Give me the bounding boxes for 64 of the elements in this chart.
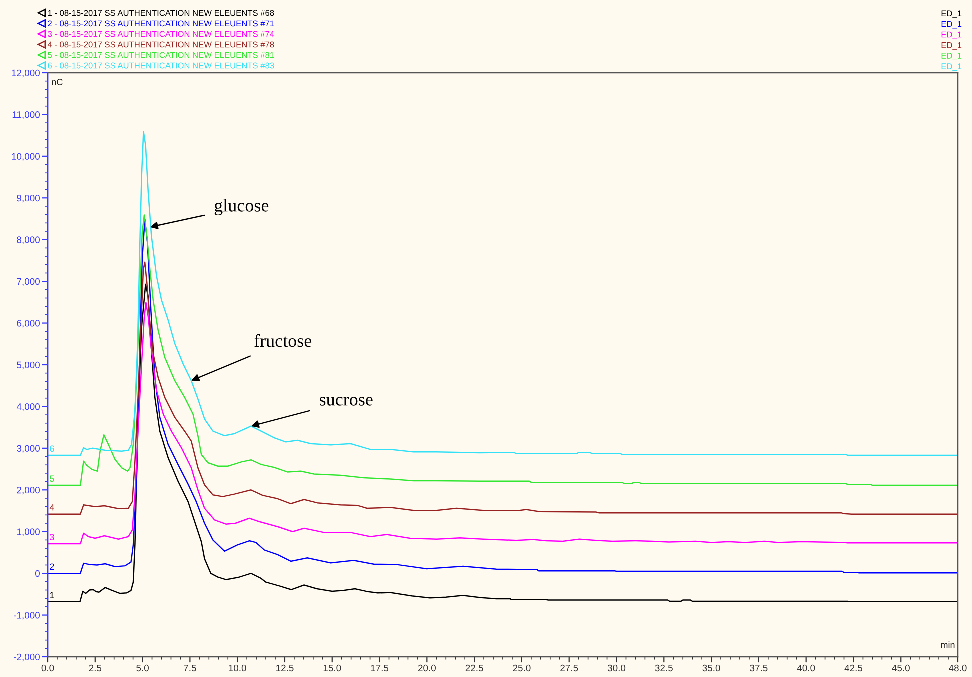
annotation: 6 <box>50 446 54 452</box>
text: ED_1 <box>942 42 962 50</box>
y-tick-label: 8,000 <box>17 236 40 244</box>
annotation: 4 <box>50 504 54 511</box>
line-series <box>48 302 958 545</box>
x-tick-label: 2.5 <box>89 664 102 672</box>
line-series <box>48 262 958 515</box>
annotation: 3 <box>50 534 54 541</box>
y-tick-label: 10,000 <box>12 153 40 162</box>
y-tick-label: -2,000 <box>14 654 40 662</box>
x-tick-label: 5.0 <box>136 664 149 672</box>
text: ED_1 <box>942 32 962 40</box>
x-tick-label: 40.0 <box>797 664 816 672</box>
x-tick-label: 37.5 <box>750 664 768 672</box>
y-tick-label: 0 <box>35 570 40 578</box>
x-tick-label: 45.0 <box>892 664 910 672</box>
legend-label: 3 - 08-15-2017 SS AUTHENTICATION NEW ELEUENTS #74 <box>48 31 274 38</box>
text: ED_1 <box>942 53 962 60</box>
y-axis-title: nC <box>52 79 63 86</box>
line-series <box>48 284 958 603</box>
y-tick-label: 5,000 <box>17 362 40 370</box>
line-series <box>48 214 958 486</box>
x-tick-label: 12.5 <box>276 664 294 672</box>
x-tick-label: 17.5 <box>371 664 389 672</box>
line-series <box>48 218 958 574</box>
annotation: glucose <box>214 199 269 216</box>
y-tick-label: 1,000 <box>17 528 40 536</box>
y-tick-label: 7,000 <box>17 278 40 286</box>
x-tick-label: 20.0 <box>418 664 436 672</box>
x-axis-title: min <box>941 642 955 648</box>
text: ED_1 <box>942 21 962 29</box>
x-tick-label: 32.5 <box>655 664 673 672</box>
y-tick-label: 12,000 <box>12 70 40 78</box>
x-tick-label: 7.5 <box>184 664 196 672</box>
legend-label: 4 - 08-15-2017 SS AUTHENTICATION NEW ELEUENTS #78 <box>48 42 274 48</box>
annotation: 2 <box>50 564 54 570</box>
legend-label: 1 - 08-15-2017 SS AUTHENTICATION NEW ELEUENTS #68 <box>48 10 274 16</box>
legend-label: 5 - 08-15-2017 SS AUTHENTICATION NEW ELEUENTS #81 <box>48 52 274 58</box>
x-tick-label: 42.5 <box>844 664 863 672</box>
y-tick-label: -1,000 <box>14 612 40 620</box>
annotation: sucrose <box>320 397 373 406</box>
x-tick-label: 22.5 <box>466 664 484 672</box>
legend-label: 2 - 08-15-2017 SS AUTHENTICATION NEW ELEUENTS #71 <box>48 20 274 27</box>
annotation: 5 <box>50 476 54 482</box>
y-tick-label: 9,000 <box>17 194 40 203</box>
y-tick-label: 11,000 <box>12 112 40 120</box>
line-series <box>48 131 958 456</box>
x-tick-label: 48.0 <box>949 664 967 672</box>
y-tick-label: 2,000 <box>17 486 40 495</box>
text: ED_1 <box>942 64 962 72</box>
annotation: fructose <box>254 334 312 348</box>
legend-label: 6 - 08-15-2017 SS AUTHENTICATION NEW ELEUENTS #83 <box>48 62 274 69</box>
text: ED_1 <box>942 10 962 18</box>
annotation: 1 <box>50 592 54 598</box>
x-tick-label: 35.0 <box>702 664 720 672</box>
x-tick-label: 27.5 <box>560 664 578 672</box>
x-tick-label: 10.0 <box>229 664 246 672</box>
x-tick-label: 15.0 <box>324 664 342 672</box>
x-tick-label: 0.0 <box>42 664 54 672</box>
y-tick-label: 6,000 <box>17 320 40 328</box>
y-tick-label: 4,000 <box>16 404 40 412</box>
y-tick-label: 3,000 <box>17 445 40 454</box>
x-tick-label: 30.0 <box>608 664 626 672</box>
x-tick-label: 25.0 <box>513 664 531 672</box>
